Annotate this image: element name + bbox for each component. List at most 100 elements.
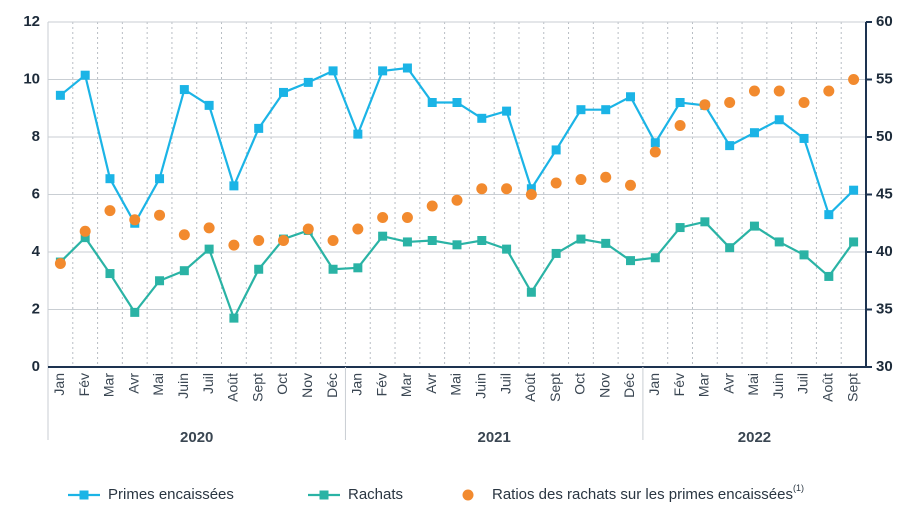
point (253, 235, 265, 246)
y2-tick-label: 40 (876, 243, 893, 260)
point (626, 92, 636, 102)
point (80, 233, 90, 243)
point (353, 129, 363, 139)
point (650, 253, 660, 263)
y-tick-label: 8 (32, 128, 40, 145)
point (551, 248, 561, 258)
point (823, 85, 835, 97)
point (203, 222, 215, 234)
point (378, 66, 388, 76)
legend-marker (462, 489, 474, 501)
point (625, 179, 637, 191)
point (277, 235, 289, 246)
point (551, 145, 561, 155)
x-tick-label: Jan (349, 373, 365, 396)
x-tick-label: Juin (472, 373, 488, 399)
x-tick-label: Mai (745, 373, 761, 396)
point (80, 70, 90, 80)
x-tick-label: Jan (646, 373, 662, 396)
x-tick-label: Nov (299, 373, 315, 398)
point (650, 138, 660, 148)
point (824, 271, 834, 281)
point (799, 133, 809, 143)
point (477, 236, 487, 245)
point (327, 235, 339, 246)
y2-tick-label: 45 (876, 185, 893, 202)
point (675, 98, 685, 107)
x-tick-label: Juil (795, 373, 811, 394)
point (525, 189, 537, 200)
point (179, 85, 189, 95)
point (774, 237, 784, 247)
point (254, 123, 264, 133)
point (452, 240, 462, 250)
point (228, 239, 240, 251)
point (526, 287, 536, 297)
x-tick-label: Fév (671, 373, 687, 396)
point (848, 74, 860, 85)
y-tick-label: 6 (32, 185, 40, 202)
x-tick-label: Fév (76, 373, 92, 396)
y-tick-label: 12 (23, 13, 40, 30)
point (799, 250, 809, 260)
point (402, 237, 412, 247)
x-tick-label: Avr (423, 373, 439, 394)
point (254, 264, 264, 274)
point (105, 269, 115, 279)
legend-marker (79, 490, 89, 500)
point (302, 223, 314, 235)
x-tick-label: Août (820, 373, 836, 402)
point (576, 105, 586, 115)
legend-marker (319, 490, 329, 500)
x-tick-label: Juil (200, 373, 216, 394)
point (700, 217, 710, 227)
x-tick-label: Déc (621, 373, 637, 398)
point (675, 223, 685, 233)
point (377, 212, 389, 223)
legend-name: Ratios des rachats sur les primes encais… (492, 486, 793, 503)
point (401, 212, 413, 223)
y2-tick-label: 50 (876, 128, 893, 145)
x-tick-label: Mai (448, 373, 464, 396)
point (550, 177, 562, 189)
group-label: 2020 (180, 429, 213, 446)
x-tick-label: Avr (720, 373, 736, 394)
point (303, 77, 313, 87)
point (849, 185, 859, 195)
point (178, 229, 190, 241)
point (204, 244, 214, 254)
point (774, 115, 784, 125)
point (229, 181, 239, 191)
point (229, 313, 239, 323)
point (427, 98, 437, 107)
point (674, 120, 686, 131)
y-tick-label: 0 (32, 358, 40, 375)
point (502, 106, 512, 116)
x-tick-label: Sept (547, 373, 563, 402)
point (725, 141, 735, 151)
point (426, 200, 438, 212)
y2-tick-label: 30 (876, 358, 893, 375)
point (179, 266, 189, 276)
x-tick-label: Jan (51, 373, 67, 396)
x-tick-label: Juin (175, 373, 191, 399)
point (626, 256, 636, 266)
x-tick-label: Juil (497, 373, 513, 394)
point (55, 90, 65, 100)
point (600, 171, 612, 183)
point (849, 237, 859, 247)
point (748, 85, 760, 97)
point (749, 128, 759, 138)
y2-tick-label: 55 (876, 70, 893, 87)
x-tick-label: Mai (150, 373, 166, 396)
x-tick-label: Déc (324, 373, 340, 398)
point (402, 63, 412, 73)
y-tick-label: 4 (32, 243, 41, 260)
x-tick-label: Nov (596, 373, 612, 398)
point (749, 221, 759, 231)
point (575, 174, 587, 186)
point (104, 205, 116, 217)
point (352, 223, 364, 235)
x-tick-label: Mar (101, 373, 117, 397)
